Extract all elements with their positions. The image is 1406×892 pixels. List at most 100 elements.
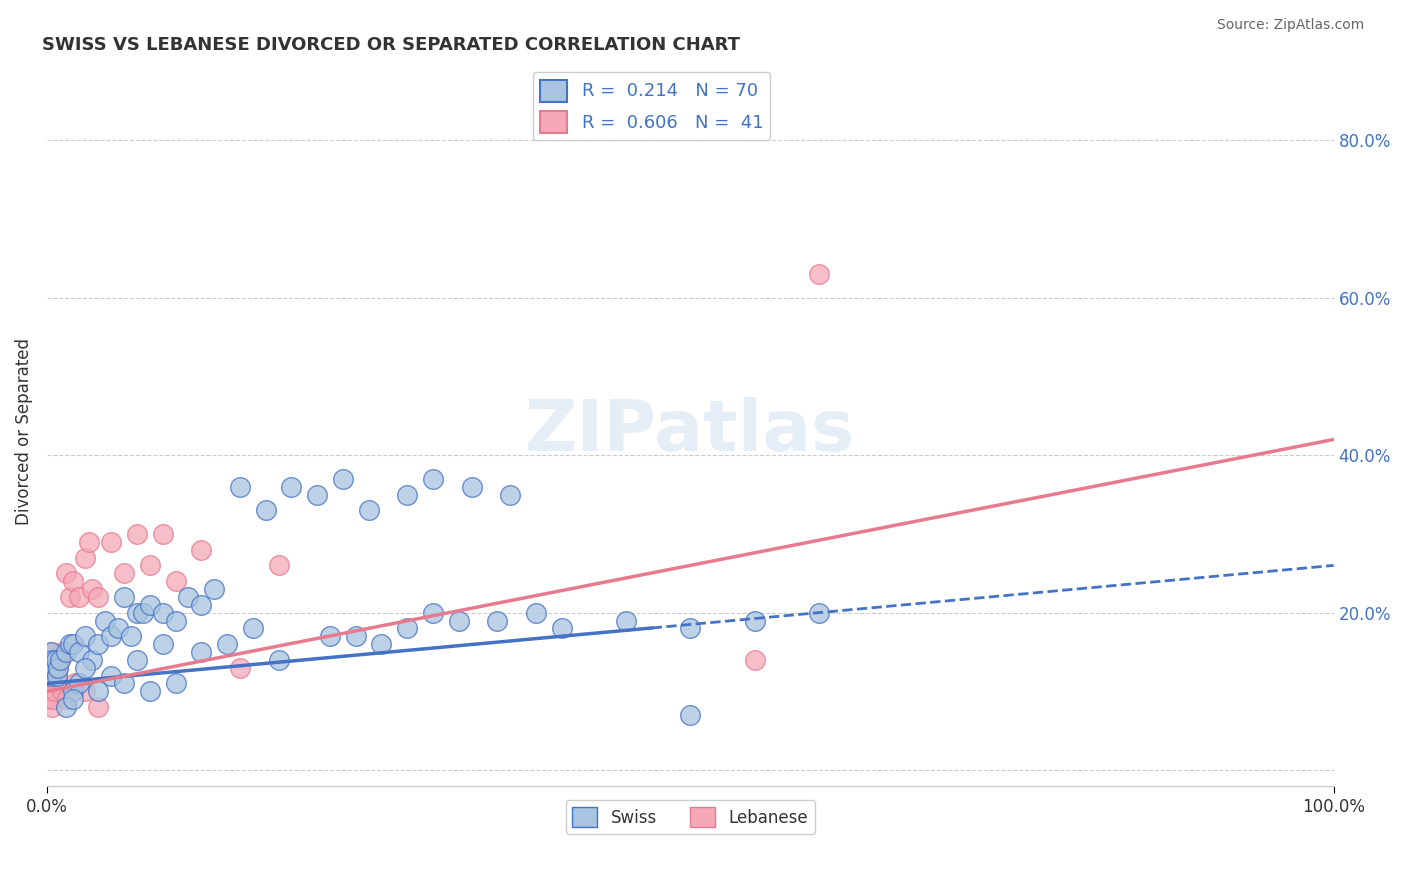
Point — [744, 614, 766, 628]
Point — [165, 614, 187, 628]
Point — [190, 542, 212, 557]
Point — [152, 606, 174, 620]
Point — [744, 653, 766, 667]
Point — [165, 574, 187, 589]
Point — [177, 590, 200, 604]
Point — [51, 684, 73, 698]
Point — [679, 708, 702, 723]
Point — [42, 653, 65, 667]
Point — [499, 487, 522, 501]
Point — [112, 566, 135, 581]
Point — [59, 590, 82, 604]
Point — [62, 637, 84, 651]
Point — [107, 621, 129, 635]
Point — [45, 653, 67, 667]
Point — [242, 621, 264, 635]
Point — [39, 684, 62, 698]
Point — [55, 566, 77, 581]
Point — [280, 480, 302, 494]
Point — [44, 661, 66, 675]
Point — [229, 480, 252, 494]
Point — [44, 684, 66, 698]
Y-axis label: Divorced or Separated: Divorced or Separated — [15, 338, 32, 525]
Point — [139, 558, 162, 573]
Text: ZIPatlas: ZIPatlas — [526, 397, 855, 467]
Point — [202, 582, 225, 596]
Point — [42, 653, 65, 667]
Point — [38, 661, 60, 675]
Point — [55, 645, 77, 659]
Point — [37, 653, 59, 667]
Legend: Swiss, Lebanese: Swiss, Lebanese — [565, 800, 815, 834]
Point — [267, 558, 290, 573]
Point — [46, 676, 69, 690]
Point — [87, 590, 110, 604]
Point — [486, 614, 509, 628]
Point — [447, 614, 470, 628]
Point — [254, 503, 277, 517]
Point — [51, 645, 73, 659]
Point — [332, 472, 354, 486]
Point — [125, 527, 148, 541]
Point — [215, 637, 238, 651]
Point — [152, 637, 174, 651]
Point — [524, 606, 547, 620]
Point — [370, 637, 392, 651]
Point — [75, 629, 97, 643]
Point — [807, 606, 830, 620]
Point — [59, 637, 82, 651]
Point — [38, 692, 60, 706]
Point — [46, 668, 69, 682]
Point — [614, 614, 637, 628]
Point — [319, 629, 342, 643]
Point — [38, 661, 60, 675]
Point — [422, 606, 444, 620]
Point — [807, 267, 830, 281]
Point — [679, 621, 702, 635]
Point — [44, 661, 66, 675]
Point — [62, 692, 84, 706]
Point — [37, 653, 59, 667]
Point — [344, 629, 367, 643]
Point — [267, 653, 290, 667]
Point — [132, 606, 155, 620]
Point — [42, 692, 65, 706]
Point — [87, 637, 110, 651]
Point — [100, 629, 122, 643]
Point — [396, 621, 419, 635]
Point — [87, 684, 110, 698]
Point — [139, 684, 162, 698]
Point — [94, 614, 117, 628]
Point — [165, 676, 187, 690]
Point — [56, 692, 79, 706]
Point — [422, 472, 444, 486]
Point — [190, 598, 212, 612]
Point — [357, 503, 380, 517]
Point — [46, 668, 69, 682]
Point — [139, 598, 162, 612]
Point — [80, 653, 103, 667]
Point — [87, 700, 110, 714]
Point — [550, 621, 572, 635]
Point — [112, 590, 135, 604]
Point — [190, 645, 212, 659]
Point — [62, 684, 84, 698]
Point — [460, 480, 482, 494]
Point — [396, 487, 419, 501]
Point — [41, 700, 63, 714]
Point — [112, 676, 135, 690]
Point — [39, 645, 62, 659]
Point — [48, 661, 70, 675]
Point — [125, 653, 148, 667]
Point — [45, 653, 67, 667]
Point — [100, 668, 122, 682]
Point — [49, 653, 72, 667]
Point — [120, 629, 142, 643]
Point — [55, 700, 77, 714]
Text: Source: ZipAtlas.com: Source: ZipAtlas.com — [1216, 18, 1364, 32]
Point — [41, 668, 63, 682]
Point — [67, 590, 90, 604]
Point — [80, 582, 103, 596]
Point — [75, 684, 97, 698]
Point — [49, 653, 72, 667]
